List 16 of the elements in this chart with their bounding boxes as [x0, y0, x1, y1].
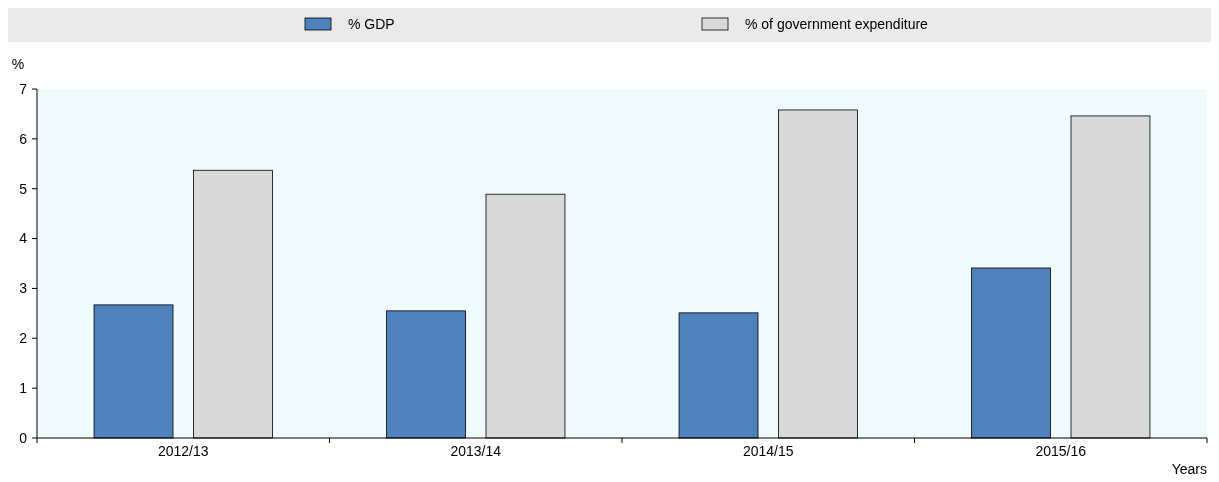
- x-tick-label: 2014/15: [742, 443, 794, 459]
- y-tick-label: 4: [19, 230, 28, 247]
- x-tick-label: 2012/13: [157, 443, 209, 459]
- y-tick-label: 7: [19, 80, 28, 97]
- legend-label: % of government expenditure: [745, 16, 929, 32]
- x-tick-label: 2013/14: [450, 443, 502, 459]
- y-tick-label: 3: [19, 280, 28, 297]
- y-tick-label: 1: [19, 380, 28, 397]
- legend-label: % GDP: [348, 16, 395, 32]
- y-tick-label: 0: [19, 429, 28, 446]
- x-axis-title: Years: [1171, 461, 1207, 477]
- y-tick-label: 2: [19, 330, 28, 347]
- y-tick-label: 6: [19, 130, 28, 147]
- y-axis-title: %: [11, 56, 25, 72]
- y-tick-label: 5: [19, 180, 28, 197]
- x-tick-label: 2015/16: [1035, 443, 1087, 459]
